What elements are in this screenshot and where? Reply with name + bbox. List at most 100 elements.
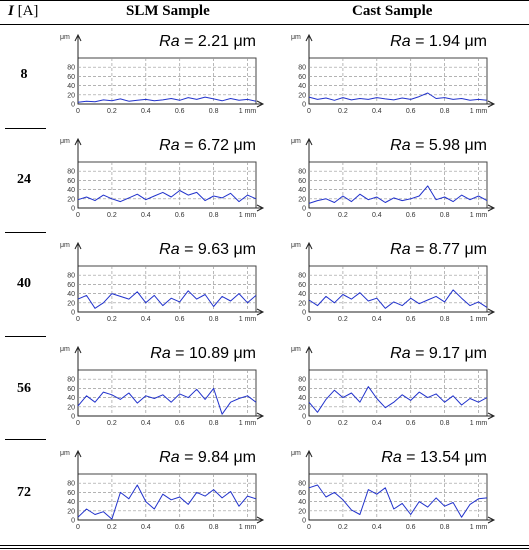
y-unit-label: μm (291, 34, 301, 41)
slm-column-header: SLM Sample (126, 3, 210, 19)
y-axis-arrow (305, 33, 313, 42)
y-unit-label: μm (291, 242, 301, 249)
x-tick-label: 0.8 (209, 316, 219, 323)
x-tick-label: 0.8 (440, 108, 450, 115)
x-tick-label: 0 (307, 108, 311, 115)
y-tick-label: 60 (298, 490, 306, 497)
y-axis-arrow (74, 241, 82, 250)
x-tick-label: 0.4 (372, 420, 382, 427)
x-tick-label: 1 mm (239, 316, 257, 323)
profile-line (308, 185, 488, 204)
x-tick-label: 0.4 (141, 524, 151, 531)
x-tick-label: 0.6 (175, 316, 185, 323)
profile-line (77, 484, 257, 520)
y-tick-label: 40 (67, 291, 75, 298)
x-tick-label: 0.2 (107, 316, 117, 323)
x-tick-label: 0.2 (338, 108, 348, 115)
x-tick-label: 1 mm (470, 212, 488, 219)
ra-annotation: Ra = 8.77 μm (390, 241, 487, 258)
y-tick-label: 40 (298, 499, 306, 506)
x-tick-label: 0.4 (372, 212, 382, 219)
y-axis-arrow (305, 241, 313, 250)
x-tick-label: 1 mm (470, 108, 488, 115)
y-tick-label: 60 (67, 178, 75, 185)
y-tick-label: 80 (67, 481, 75, 488)
y-axis-arrow (305, 137, 313, 146)
x-tick-label: 0 (76, 316, 80, 323)
y-tick-label: 80 (67, 65, 75, 72)
y-tick-label: 0 (71, 518, 75, 525)
current-symbol: I (8, 3, 14, 19)
y-tick-label: 20 (298, 196, 306, 203)
slm-profile-plot-8: 0 20 40 60 80 0 0.2 0.4 0.6 0.8 1 mm μm Ra = 2.21 μm (60, 33, 265, 115)
top-rule (0, 0, 529, 1)
y-tick-label: 20 (67, 508, 75, 515)
x-tick-label: 0.8 (440, 212, 450, 219)
x-tick-label: 0 (307, 420, 311, 427)
x-tick-label: 0.8 (209, 108, 219, 115)
y-axis-arrow (74, 449, 82, 458)
current-label-56: 56 (17, 381, 31, 396)
x-tick-label: 0.8 (209, 212, 219, 219)
x-tick-label: 1 mm (470, 316, 488, 323)
x-tick-label: 0.6 (406, 212, 416, 219)
y-tick-label: 40 (298, 395, 306, 402)
bottom-rule-inner (0, 548, 529, 549)
x-tick-label: 0.2 (338, 420, 348, 427)
x-tick-label: 0.6 (406, 524, 416, 531)
x-tick-label: 0.6 (406, 316, 416, 323)
x-tick-label: 1 mm (470, 524, 488, 531)
x-tick-label: 0.4 (372, 524, 382, 531)
plot-frame (308, 57, 488, 105)
y-tick-label: 0 (302, 414, 306, 421)
profile-line (77, 290, 257, 309)
plot-frame (308, 265, 488, 313)
ra-annotation: Ra = 1.94 μm (390, 33, 487, 50)
y-tick-label: 20 (298, 92, 306, 99)
x-tick-label: 0.6 (175, 420, 185, 427)
x-tick-label: 0.6 (175, 212, 185, 219)
x-tick-label: 0 (307, 316, 311, 323)
current-unit: [A] (17, 3, 39, 19)
x-tick-label: 1 mm (239, 108, 257, 115)
current-label-24: 24 (17, 172, 31, 187)
x-tick-label: 0.2 (107, 420, 117, 427)
x-tick-label: 0.2 (107, 524, 117, 531)
y-axis-arrow (74, 137, 82, 146)
x-axis-arrow (256, 516, 265, 524)
x-tick-label: 0 (307, 212, 311, 219)
y-tick-label: 60 (67, 282, 75, 289)
x-tick-label: 0.8 (209, 524, 219, 531)
y-tick-label: 0 (302, 518, 306, 525)
slm-profile-plot-72: 0 20 40 60 80 0 0.2 0.4 0.6 0.8 1 mm μm Ra = 9.84 μm (60, 449, 265, 531)
ra-annotation: Ra = 9.84 μm (159, 449, 256, 466)
y-tick-label: 60 (67, 74, 75, 81)
y-tick-label: 0 (71, 414, 75, 421)
x-axis-arrow (256, 308, 265, 316)
profile-line (308, 289, 488, 309)
y-tick-label: 0 (302, 206, 306, 213)
x-axis-arrow (487, 412, 496, 420)
x-tick-label: 0.4 (141, 212, 151, 219)
plot-frame (77, 161, 257, 209)
y-tick-label: 20 (298, 404, 306, 411)
x-axis-arrow (487, 100, 496, 108)
y-tick-label: 60 (67, 490, 75, 497)
y-tick-label: 0 (71, 310, 75, 317)
slm-profile-plot-24: 0 20 40 60 80 0 0.2 0.4 0.6 0.8 1 mm μm Ra = 6.72 μm (60, 137, 265, 219)
y-tick-label: 80 (67, 377, 75, 384)
x-tick-label: 1 mm (470, 420, 488, 427)
x-tick-label: 0.6 (406, 108, 416, 115)
cast-profile-plot-72: 0 20 40 60 80 0 0.2 0.4 0.6 0.8 1 mm μm Ra = 13.54 μ… (291, 449, 496, 531)
x-tick-label: 0 (76, 524, 80, 531)
ra-annotation: Ra = 2.21 μm (159, 33, 256, 50)
y-tick-label: 40 (298, 291, 306, 298)
profile-line (77, 96, 257, 103)
y-tick-label: 60 (298, 74, 306, 81)
ra-annotation: Ra = 13.54 μm (381, 449, 487, 466)
x-tick-label: 0.8 (209, 420, 219, 427)
current-label-72: 72 (17, 485, 31, 500)
x-tick-label: 0.8 (440, 420, 450, 427)
x-tick-label: 1 mm (239, 524, 257, 531)
